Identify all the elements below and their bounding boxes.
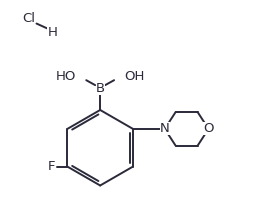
Text: O: O: [203, 122, 214, 135]
Text: F: F: [48, 160, 55, 173]
Text: B: B: [96, 82, 105, 95]
Text: Cl: Cl: [22, 12, 35, 25]
Text: HO: HO: [56, 70, 76, 83]
Text: OH: OH: [124, 70, 144, 83]
Text: H: H: [48, 26, 57, 39]
Text: N: N: [160, 122, 169, 135]
